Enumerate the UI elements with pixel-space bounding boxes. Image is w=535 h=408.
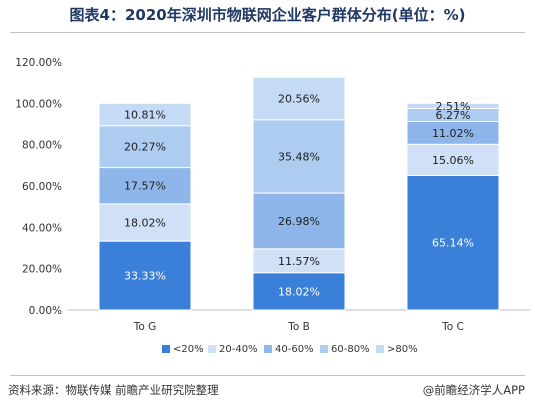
bar-segment — [98, 167, 192, 205]
legend-swatch — [162, 345, 170, 353]
brand-text: @前瞻经济学人APP — [422, 383, 525, 397]
legend-swatch — [320, 345, 328, 353]
data-label: 10.81% — [124, 109, 166, 122]
data-label: 11.57% — [278, 255, 320, 268]
legend: <20% 20-40% 40-60% 60-80% >80% — [162, 344, 418, 355]
x-axis: To G To B To C — [133, 321, 464, 333]
legend-label: 60-80% — [331, 344, 370, 355]
x-tick-label: To B — [287, 321, 310, 333]
x-tick-label: To G — [133, 321, 157, 333]
title-divider — [10, 32, 525, 33]
data-label: 33.33% — [124, 270, 166, 283]
bar-segment — [98, 240, 192, 311]
bar-segment — [406, 102, 500, 110]
bar-segment — [98, 125, 192, 169]
data-label: 35.48% — [278, 150, 320, 163]
source-note: 资料来源：物联传媒 前瞻产业研究院整理 — [8, 383, 219, 397]
footer-divider — [10, 375, 525, 376]
data-label: 18.02% — [278, 285, 320, 298]
y-tick-label: 60.00% — [22, 181, 62, 193]
bar-segment — [98, 102, 192, 127]
bar-segment — [406, 143, 500, 176]
legend-swatch — [264, 345, 272, 353]
data-label: 2.51% — [436, 100, 471, 113]
legend-label: >80% — [387, 344, 418, 355]
brand-label: @前瞻经济学人APP — [423, 382, 525, 398]
data-label: 18.02% — [124, 216, 166, 229]
data-label: 17.57% — [124, 180, 166, 193]
bar-segment — [406, 174, 500, 311]
legend-label: 40-60% — [275, 344, 314, 355]
y-tick-label: 80.00% — [22, 140, 62, 152]
stacked-bar-chart: 0.00% 20.00% 40.00% 60.00% 80.00% 100.00% 120.… — [15, 57, 530, 355]
legend-swatch — [376, 345, 384, 353]
data-label: 6.27% — [436, 109, 471, 122]
data-label: 15.06% — [432, 154, 474, 167]
y-tick-label: 100.00% — [15, 98, 62, 110]
data-label: 26.98% — [278, 215, 320, 228]
bar-segment — [252, 119, 346, 194]
y-tick-label: 0.00% — [29, 305, 62, 317]
bar-segment — [252, 272, 346, 311]
legend-label: <20% — [173, 344, 204, 355]
chart-title: 图表4：2020年深圳市物联网企业客户群体分布(单位：%) — [69, 6, 466, 24]
y-tick-label: 120.00% — [15, 57, 62, 69]
bar-segment — [98, 203, 192, 242]
data-label: 20.56% — [278, 93, 320, 106]
legend-label: 20-40% — [219, 344, 258, 355]
bar-segment — [252, 192, 346, 250]
y-tick-label: 20.00% — [22, 264, 62, 276]
data-label: 11.02% — [432, 127, 474, 140]
bar-area: 33.33% 18.02% 17.57% 20.27% 10.81% 18.02% 11.5… — [98, 76, 500, 311]
legend-swatch — [208, 345, 216, 353]
x-tick-label: To C — [441, 321, 464, 333]
data-label: 20.27% — [124, 141, 166, 154]
bar-segment — [252, 76, 346, 121]
data-label: 65.14% — [432, 237, 474, 250]
y-tick-label: 40.00% — [22, 222, 62, 234]
